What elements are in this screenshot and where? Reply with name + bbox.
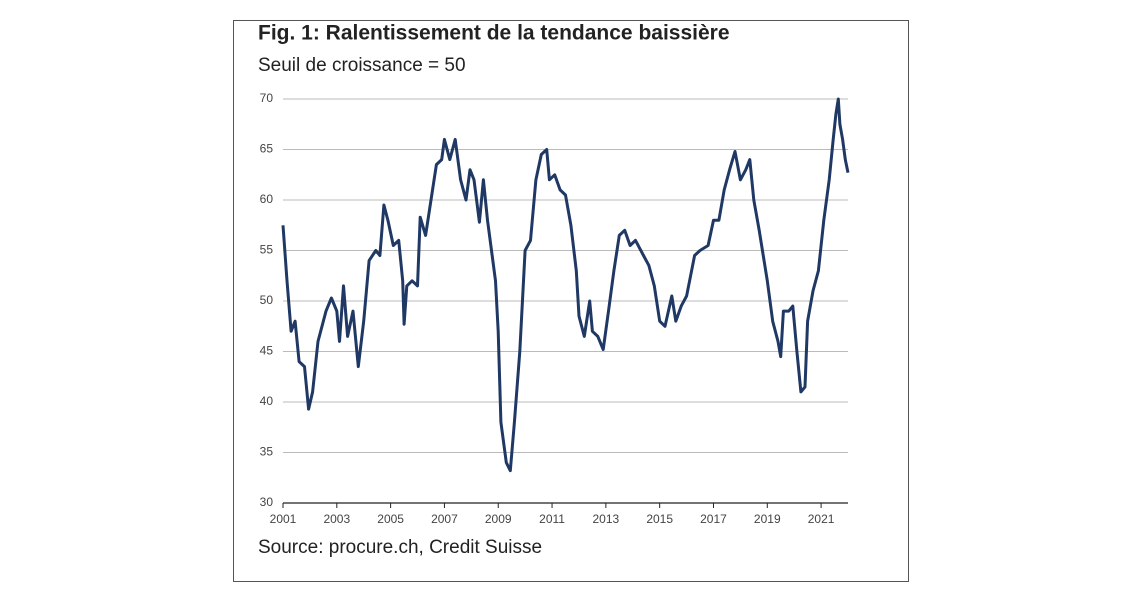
x-tick-label: 2009 — [485, 512, 512, 526]
y-tick-label: 65 — [260, 142, 274, 156]
x-tick-label: 2017 — [700, 512, 727, 526]
x-tick-label: 2005 — [377, 512, 404, 526]
frame — [233, 20, 909, 582]
x-tick-label: 2007 — [431, 512, 458, 526]
y-tick-label: 40 — [260, 394, 274, 408]
y-tick-label: 55 — [260, 243, 274, 257]
x-tick-label: 2001 — [270, 512, 297, 526]
y-tick-label: 70 — [260, 91, 274, 105]
data-line — [281, 97, 850, 473]
x-tick-label: 2021 — [808, 512, 835, 526]
x-tick-label: 2019 — [754, 512, 781, 526]
source: Source: procure.ch, Credit Suisse — [258, 537, 542, 558]
y-tick-label: 35 — [260, 445, 274, 459]
y-tick-label: 30 — [260, 495, 274, 509]
y-tick-label: 45 — [260, 344, 274, 358]
y-tick-label: 50 — [260, 293, 274, 307]
x-tick-label: 2015 — [646, 512, 673, 526]
x-tick-label: 2013 — [593, 512, 620, 526]
chart-subtitle: Seuil de croissance = 50 — [258, 55, 466, 76]
x-tick-label: 2003 — [323, 512, 350, 526]
x-tick-label: 2011 — [539, 512, 565, 526]
chart-title: Fig. 1: Ralentissement de la tendance ba… — [258, 22, 730, 45]
y-tick-label: 60 — [260, 192, 274, 206]
